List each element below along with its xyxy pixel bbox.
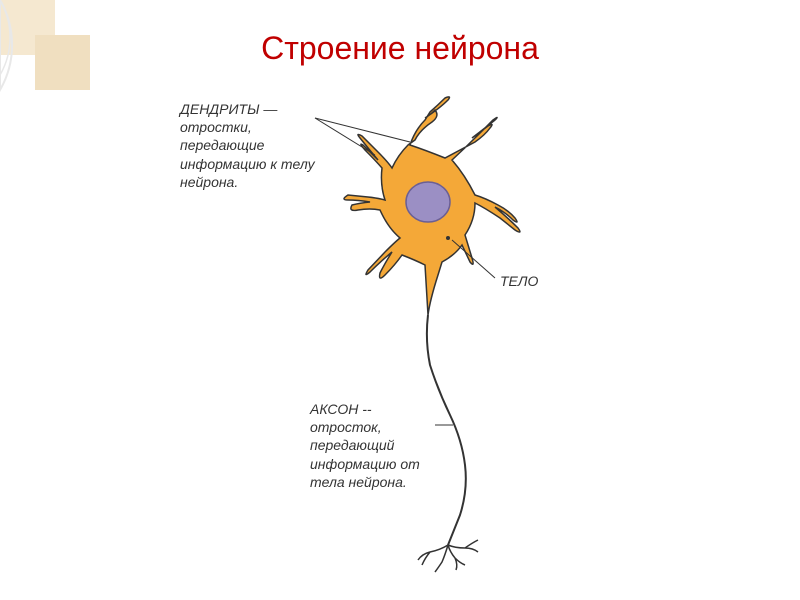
leader-body [452,240,495,278]
dendrites-description: отростки, передающие информацию к телу н… [180,119,315,190]
page-title: Строение нейрона [261,30,539,67]
dendrites-title: ДЕНДРИТЫ — [180,101,277,117]
axon-description: отросток, передающий информацию от тела … [310,419,420,490]
label-body: ТЕЛО [500,272,538,290]
axon-title: АКСОН -- [310,401,372,417]
neuron-diagram: ДЕНДРИТЫ — отростки, передающие информац… [180,80,620,580]
body-title: ТЕЛО [500,273,538,289]
label-axon: АКСОН -- отросток, передающий информацию… [310,400,440,491]
corner-decoration [0,0,100,100]
nucleus [406,182,450,222]
label-dendrites: ДЕНДРИТЫ — отростки, передающие информац… [180,100,320,191]
leader-dendrite-2 [315,118,375,155]
